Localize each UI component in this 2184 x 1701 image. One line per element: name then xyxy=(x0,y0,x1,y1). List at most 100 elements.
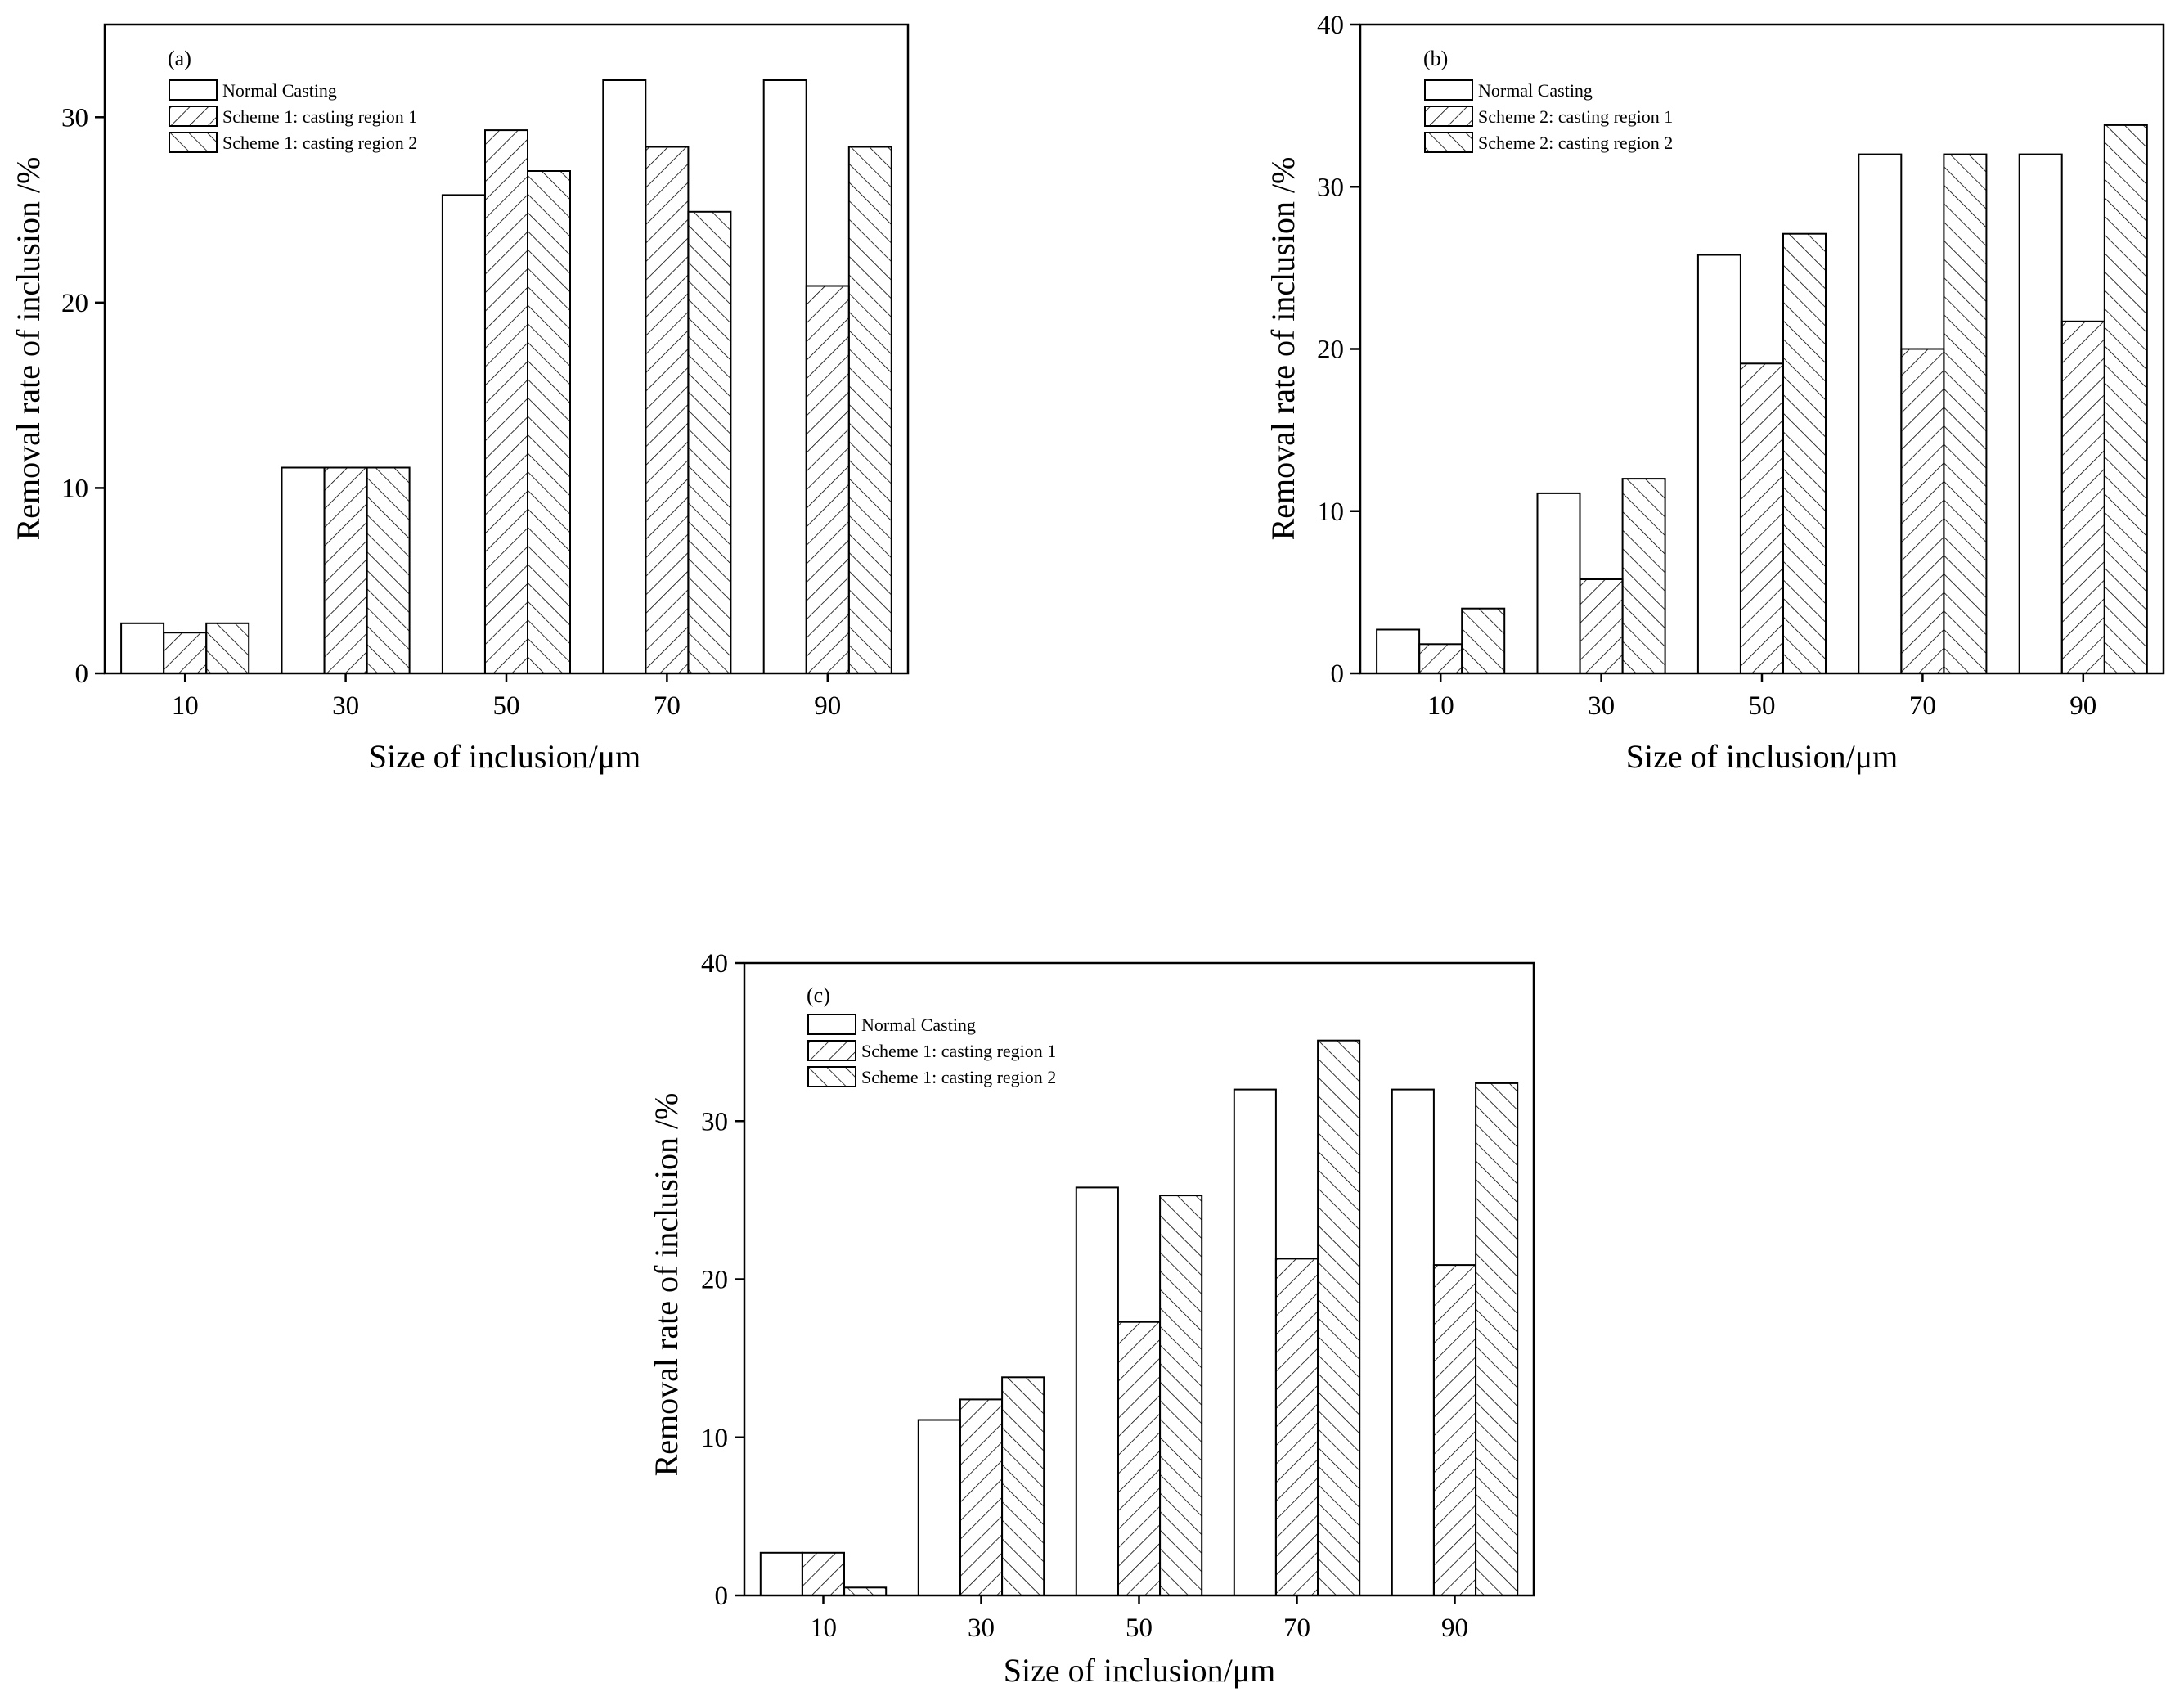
panel-a-xtick-label-70: 70 xyxy=(654,691,681,721)
panel-b-ytick-label-0: 0 xyxy=(1331,659,1345,689)
panel-a-ytick-label-10: 10 xyxy=(61,474,88,503)
panel-b-bar-s1-50 xyxy=(1696,254,1741,674)
panel-b-legend-swatch-2 xyxy=(1424,106,1473,127)
panel-a-xtick-label-10: 10 xyxy=(172,691,199,721)
panel-a-bar-s3-70 xyxy=(687,210,732,674)
panel-a-ytick-label-30: 30 xyxy=(61,103,88,133)
panel-a-xtick-label-90: 90 xyxy=(814,691,841,721)
panel-c-ytick-label-30: 30 xyxy=(701,1107,728,1136)
panel-b-bar-s2-70 xyxy=(1900,348,1945,674)
panel-c-bar-s2-30 xyxy=(959,1398,1004,1597)
panel-c-ytick-label-10: 10 xyxy=(701,1424,728,1453)
panel-c-legend-swatch-3 xyxy=(807,1066,856,1087)
panel-b-ytick-label-30: 30 xyxy=(1317,173,1344,202)
panel-b-bar-s1-30 xyxy=(1536,492,1581,675)
panel-c-label: (c) xyxy=(807,983,830,1007)
panel-a-ylabel: Removal rate of inclusion /% xyxy=(10,157,47,541)
panel-b-legend-label-2: Scheme 2: casting region 1 xyxy=(1478,106,1673,127)
panel-b-label: (b) xyxy=(1423,47,1448,70)
panel-b-bar-s3-50 xyxy=(1782,232,1827,674)
panel-a-legend-label-1: Normal Casting xyxy=(222,80,337,101)
panel-c-bar-s1-10 xyxy=(759,1551,803,1597)
panel-a-bar-s3-90 xyxy=(847,146,892,674)
panel-c-bar-s2-10 xyxy=(801,1551,846,1597)
panel-a-xlabel: Size of inclusion/μm xyxy=(369,738,641,775)
panel-a-label: (a) xyxy=(168,47,191,70)
panel-b-ytick-label-10: 10 xyxy=(1317,497,1344,527)
panel-c-bar-s3-70 xyxy=(1317,1039,1361,1596)
panel-c-bar-s1-50 xyxy=(1075,1186,1119,1597)
panel-a-legend-swatch-1 xyxy=(169,79,218,101)
panel-b-xtick-label-30: 30 xyxy=(1588,691,1615,721)
panel-a-bar-s2-10 xyxy=(163,632,208,675)
panel-c: Removal rate of inclusion /% Size of inc… xyxy=(648,949,1535,1689)
panel-c-bar-s2-50 xyxy=(1117,1321,1162,1596)
panel-c-bar-s3-30 xyxy=(1001,1376,1045,1597)
panel-b-bar-s1-90 xyxy=(2018,153,2063,675)
panel-a-bar-s2-90 xyxy=(805,285,850,674)
panel-b-xtick-label-90: 90 xyxy=(2069,691,2096,721)
panel-c-bar-s3-10 xyxy=(843,1586,888,1597)
panel-a-ytick-label-20: 20 xyxy=(61,289,88,318)
panel-a-bar-s3-50 xyxy=(527,170,571,674)
panel-b-bar-s3-70 xyxy=(1943,153,1988,675)
panel-c-xtick-label-50: 50 xyxy=(1126,1613,1153,1643)
panel-a-bar-s1-50 xyxy=(441,194,486,674)
panel-b-ylabel: Removal rate of inclusion /% xyxy=(1265,157,1301,541)
panel-a-bar-s3-30 xyxy=(366,466,411,674)
panel-c-bar-s3-50 xyxy=(1159,1195,1203,1596)
panel-c-legend-swatch-2 xyxy=(807,1040,856,1061)
panel-c-ytick-label-0: 0 xyxy=(715,1582,729,1611)
panel-b-bar-s1-10 xyxy=(1376,628,1421,674)
panel-c-ylabel: Removal rate of inclusion /% xyxy=(648,1093,685,1477)
panel-a-bar-s1-70 xyxy=(602,79,647,674)
panel-b-legend-swatch-3 xyxy=(1424,132,1473,153)
panel-b-bar-s3-10 xyxy=(1461,607,1506,675)
panel-b-bar-s2-90 xyxy=(2060,320,2105,674)
panel-b-bar-s2-50 xyxy=(1740,362,1784,674)
panel-b-xlabel: Size of inclusion/μm xyxy=(1626,738,1899,775)
panel-c-bar-s3-90 xyxy=(1475,1082,1519,1596)
panel-b-ytick-label-40: 40 xyxy=(1317,11,1344,40)
panel-c-ytick-label-40: 40 xyxy=(701,949,728,979)
panel-b-xtick-label-50: 50 xyxy=(1749,691,1776,721)
panel-c-bar-s1-30 xyxy=(917,1419,961,1596)
panel-b-ytick-label-20: 20 xyxy=(1317,335,1344,365)
panel-b-bar-s1-70 xyxy=(1858,153,1903,675)
panel-a-legend-label-3: Scheme 1: casting region 2 xyxy=(222,133,417,153)
panel-c-ytick-label-20: 20 xyxy=(701,1266,728,1295)
panel-c-legend-label-2: Scheme 1: casting region 1 xyxy=(861,1041,1056,1061)
panel-c-bar-s2-70 xyxy=(1274,1258,1319,1597)
panel-b-bar-s2-30 xyxy=(1579,578,1624,674)
panel-a-bar-s1-10 xyxy=(120,622,165,674)
panel-b-bar-s2-10 xyxy=(1418,643,1463,674)
panel-b-bar-s3-90 xyxy=(2103,124,2148,674)
panel-a-xtick-label-30: 30 xyxy=(332,691,359,721)
panel-a-legend-label-2: Scheme 1: casting region 1 xyxy=(222,106,417,127)
panel-c-xlabel: Size of inclusion/μm xyxy=(1004,1652,1276,1689)
panel-b-xtick-label-10: 10 xyxy=(1427,691,1454,721)
panel-b: Removal rate of inclusion /% Size of inc… xyxy=(1265,11,2165,775)
panel-c-xtick-label-90: 90 xyxy=(1441,1613,1468,1643)
panel-c-legend-label-1: Normal Casting xyxy=(861,1015,976,1035)
panel-c-bar-s2-90 xyxy=(1432,1264,1477,1596)
panel-c-bar-s1-70 xyxy=(1233,1088,1277,1596)
panel-a-bar-s3-10 xyxy=(205,622,250,674)
panel-b-legend-label-3: Scheme 2: casting region 2 xyxy=(1478,133,1673,153)
panel-a: Removal rate of inclusion /% Size of inc… xyxy=(10,23,910,775)
panel-c-xtick-label-70: 70 xyxy=(1283,1613,1310,1643)
panel-b-xtick-label-70: 70 xyxy=(1909,691,1936,721)
panel-b-bar-s3-30 xyxy=(1621,478,1666,674)
panel-a-bar-s1-90 xyxy=(762,79,807,674)
panel-a-bar-s2-30 xyxy=(323,466,368,674)
panel-c-xtick-label-30: 30 xyxy=(968,1613,995,1643)
panel-a-legend-swatch-2 xyxy=(169,106,218,127)
panel-a-xtick-label-50: 50 xyxy=(493,691,520,721)
panel-b-legend-label-1: Normal Casting xyxy=(1478,80,1593,101)
panel-a-bar-s2-70 xyxy=(645,146,690,674)
panel-b-legend-swatch-1 xyxy=(1424,79,1473,101)
panel-a-legend-swatch-3 xyxy=(169,132,218,153)
panel-c-bar-s1-90 xyxy=(1391,1088,1435,1596)
panel-c-legend-label-3: Scheme 1: casting region 2 xyxy=(861,1067,1056,1087)
